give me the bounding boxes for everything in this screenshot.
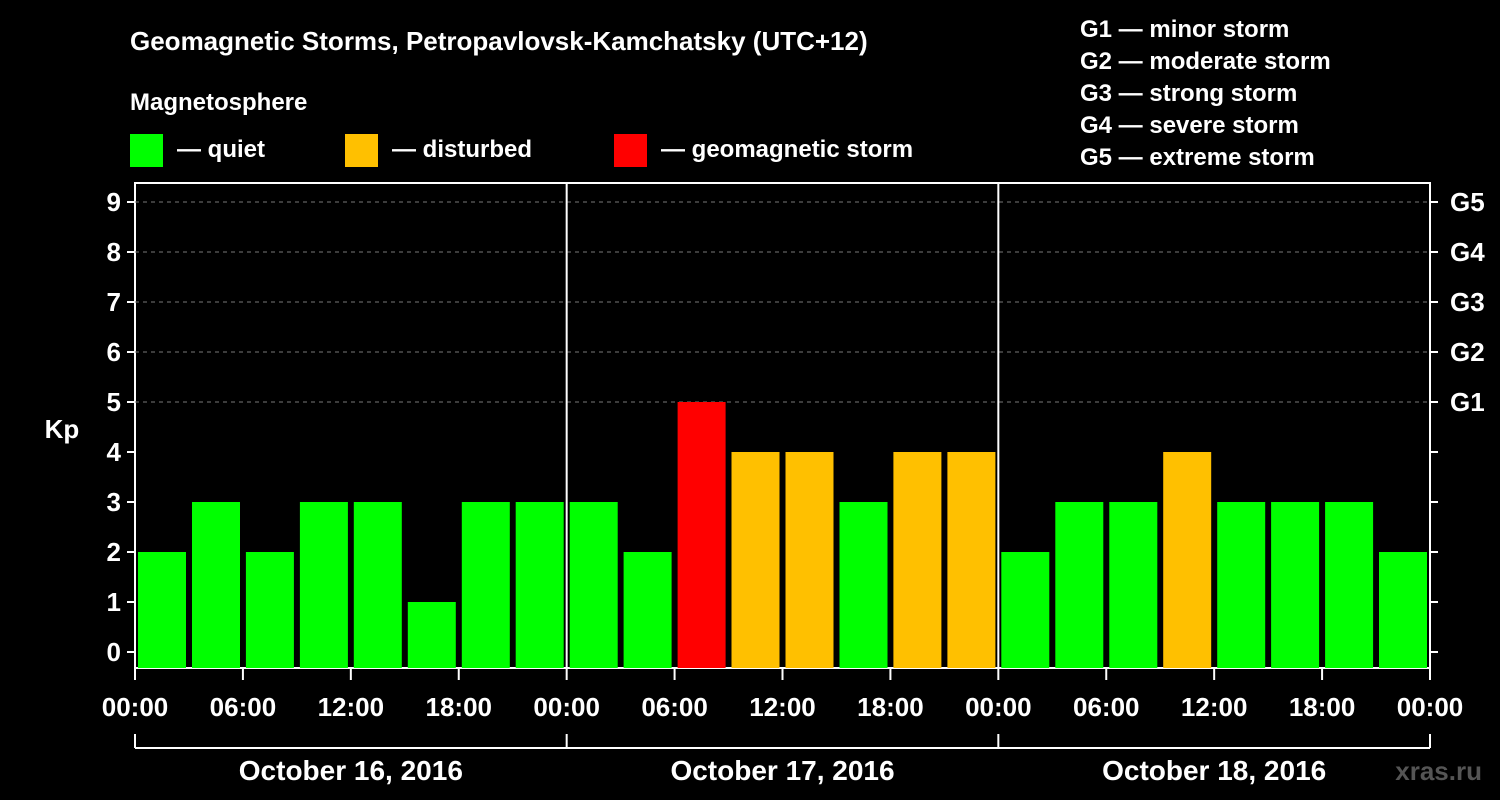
x-tick-label-4: 00:00 [533,692,600,722]
x-tick-label-6: 12:00 [749,692,816,722]
x-tick-label-7: 18:00 [857,692,924,722]
y-tick-label-6: 6 [107,337,121,367]
bar-15 [947,452,996,668]
bar-9 [623,552,672,668]
x-tick-label-11: 18:00 [1289,692,1356,722]
bar-2 [245,552,294,668]
watermark: xras.ru [1395,756,1482,786]
legend-label-0: — quiet [177,136,265,163]
y-tick-label-9: 9 [107,187,121,217]
bar-16 [1001,552,1050,668]
y-tick-label-8: 8 [107,237,121,267]
x-tick-label-9: 06:00 [1073,692,1140,722]
y-tick-label-4: 4 [107,437,122,467]
legend-label-1: — disturbed [392,136,532,163]
bar-6 [461,502,510,668]
x-tick-label-1: 06:00 [210,692,277,722]
bar-17 [1055,502,1104,668]
y-tick-label-1: 1 [107,587,121,617]
bar-5 [407,602,456,668]
x-tick-label-2: 12:00 [318,692,385,722]
bar-23 [1379,552,1427,668]
day-label-1: October 17, 2016 [670,755,894,786]
x-tick-label-5: 06:00 [641,692,708,722]
legend-swatch-1 [345,134,378,167]
g-scale-entry-5: G5 — extreme storm [1080,144,1315,171]
g-scale-entry-4: G4 — severe storm [1080,112,1299,139]
y-tick-label-0: 0 [107,637,121,667]
g-scale-entry-3: G3 — strong storm [1080,80,1297,107]
legend-heading: Magnetosphere [130,89,307,116]
g-label-G2: G2 [1450,337,1485,367]
g-label-G3: G3 [1450,287,1485,317]
g-label-G5: G5 [1450,187,1485,217]
bar-10 [677,402,726,668]
legend-swatch-0 [130,134,163,167]
bar-12 [785,452,834,668]
legend: — quiet — disturbed — geomagnetic storm [130,134,913,167]
g-scale-entry-2: G2 — moderate storm [1080,48,1331,75]
chart-title: Geomagnetic Storms, Petropavlovsk-Kamcha… [130,26,868,56]
bar-13 [839,502,888,668]
day-label-0: October 16, 2016 [239,755,463,786]
bar-21 [1271,502,1320,668]
x-tick-label-0: 00:00 [102,692,169,722]
g-scale-legend: G1 — minor storm G2 — moderate storm G3 — … [1080,16,1331,171]
bar-22 [1325,502,1374,668]
x-tick-label-10: 12:00 [1181,692,1248,722]
y-tick-label-2: 2 [107,537,121,567]
bar-3 [299,502,348,668]
legend-swatch-2 [614,134,647,167]
bar-18 [1109,502,1158,668]
y-tick-label-7: 7 [107,287,121,317]
bar-19 [1163,452,1212,668]
x-tick-label-3: 18:00 [426,692,493,722]
x-tick-label-12: 00:00 [1397,692,1464,722]
g-label-G4: G4 [1450,237,1485,267]
day-label-2: October 18, 2016 [1102,755,1326,786]
bar-11 [731,452,780,668]
bar-0 [138,552,186,668]
bar-14 [893,452,942,668]
g-label-G1: G1 [1450,387,1485,417]
bar-1 [192,502,240,668]
y-tick-label-5: 5 [107,387,121,417]
y-axis-label: Kp [45,414,80,444]
x-tick-label-8: 00:00 [965,692,1032,722]
bar-20 [1217,502,1266,668]
legend-label-2: — geomagnetic storm [661,136,913,163]
bar-8 [569,502,618,668]
g-scale-entry-1: G1 — minor storm [1080,16,1289,43]
bar-7 [515,502,564,668]
y-tick-label-3: 3 [107,487,121,517]
plot-area: 0 1 2 3 4 5 6 7 8 9 G1 G2 G3 G4 G5 00:00 06:00 12:00 18:00… [102,182,1485,786]
bar-4 [353,502,402,668]
